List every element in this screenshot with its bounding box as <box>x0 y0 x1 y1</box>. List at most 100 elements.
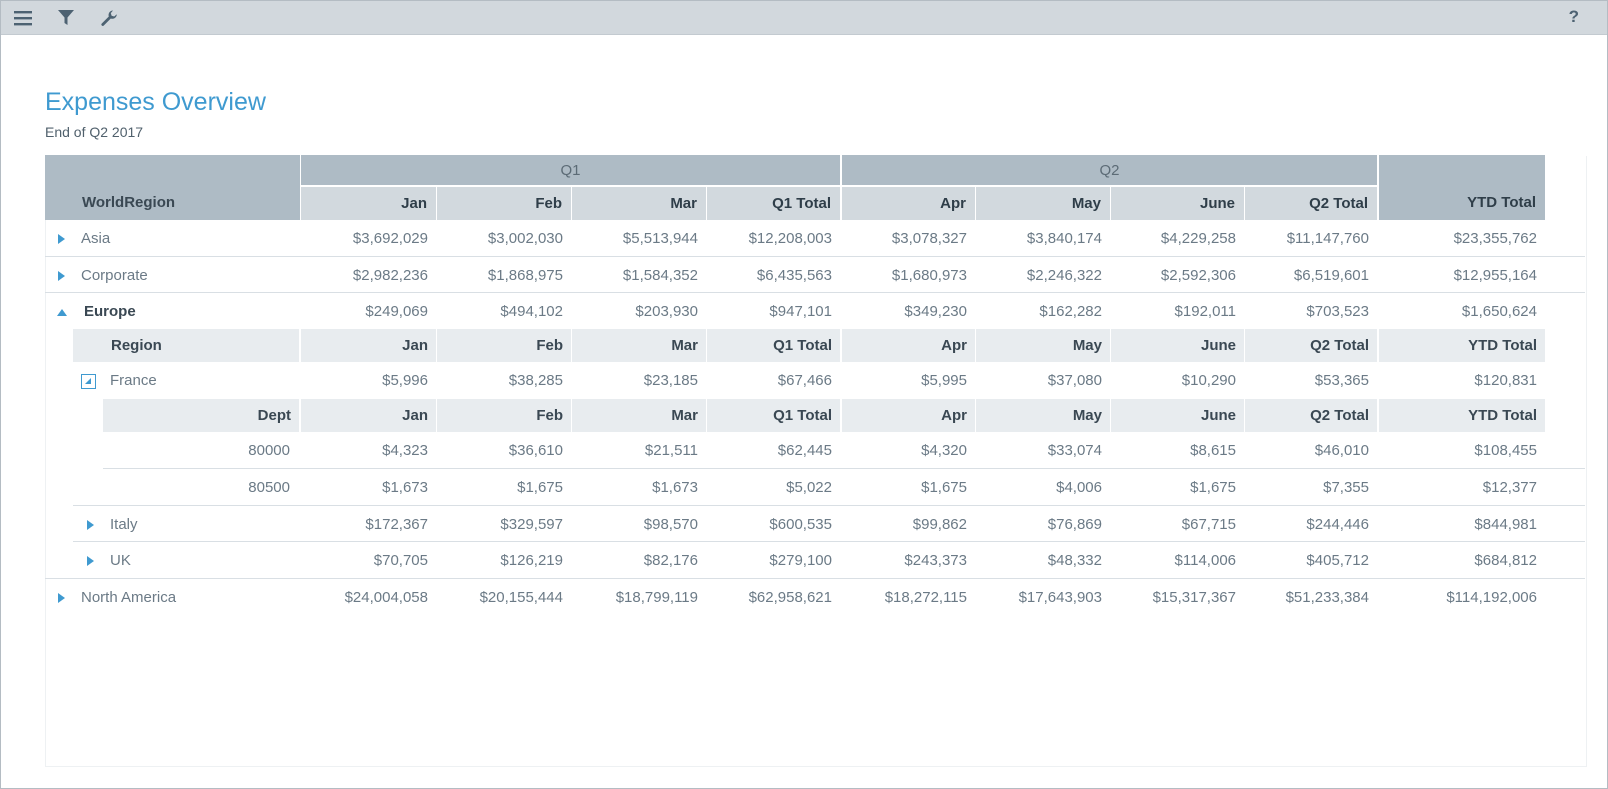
table-row-north-america[interactable]: North America $24,004,058 $20,155,444 $18,7… <box>45 578 1585 616</box>
value-cell: $6,519,601 <box>1293 267 1369 284</box>
help-button[interactable]: ? <box>1568 7 1579 26</box>
row-label-cell: Corporate <box>45 257 300 294</box>
value-cell: $38,285 <box>508 372 563 389</box>
report-title: Expenses Overview <box>45 88 266 116</box>
value-cell: $203,930 <box>635 303 698 320</box>
row-label: UK <box>110 552 131 569</box>
row-label-cell: Italy <box>81 506 300 543</box>
value-cell: $82,176 <box>643 552 698 569</box>
value-cell: $5,995 <box>921 372 967 389</box>
value-cell: $37,080 <box>1047 372 1102 389</box>
value-cell: $126,219 <box>500 552 563 569</box>
column-header: Mar <box>572 187 706 220</box>
subheader-cell: Q2 Total <box>1245 329 1377 362</box>
subheader-cell: Q1 Total <box>707 329 840 362</box>
value-cell: $11,147,760 <box>1286 230 1369 247</box>
value-cell: $98,570 <box>643 516 698 533</box>
value-cell: $108,455 <box>1474 442 1537 459</box>
value-cell: $703,523 <box>1306 303 1369 320</box>
column-header: Q1 Total <box>707 187 840 220</box>
value-cell: $844,981 <box>1474 516 1537 533</box>
value-cell: $51,233,384 <box>1285 589 1369 606</box>
value-cell: $18,799,119 <box>615 589 698 606</box>
row-label-cell: UK <box>81 542 300 579</box>
value-cell: $33,074 <box>1047 442 1102 459</box>
row-label: Italy <box>110 516 138 533</box>
hamburger-menu-icon[interactable] <box>13 9 33 27</box>
value-cell: $12,208,003 <box>748 230 832 247</box>
column-header: Jan <box>301 187 436 220</box>
table-row-uk[interactable]: UK $70,705 $126,219 $82,176 $279,100 $243,373… <box>73 541 1585 579</box>
subheader-cell: May <box>976 399 1110 432</box>
value-cell: $67,466 <box>777 372 832 389</box>
value-cell: $15,317,367 <box>1152 589 1236 606</box>
value-cell: $5,996 <box>382 372 428 389</box>
value-cell: $21,511 <box>644 442 698 459</box>
row-label-cell: North America <box>45 579 300 616</box>
france-subheader-row: Dept Jan Feb Mar Q1 Total Apr May June Q2 Total Y… <box>45 399 1585 432</box>
subheader-cell: Feb <box>437 329 571 362</box>
report-subtitle: End of Q2 2017 <box>45 124 144 140</box>
table-row-europe[interactable]: Europe $249,069 $494,102 $203,930 $947,101 $3… <box>45 292 1585 330</box>
expand-icon[interactable] <box>87 520 94 531</box>
value-cell: $1,680,973 <box>891 267 967 284</box>
subheader-cell: Q1 Total <box>707 399 840 432</box>
row-header-label: WorldRegion <box>82 194 176 211</box>
row-label: 80500 <box>248 479 290 496</box>
value-cell: $70,705 <box>373 552 428 569</box>
value-cell: $3,692,029 <box>352 230 428 247</box>
row-label: 80000 <box>248 442 290 459</box>
row-label: France <box>110 372 157 389</box>
value-cell: $249,069 <box>365 303 428 320</box>
column-header: Feb <box>437 187 571 220</box>
table-row-italy[interactable]: Italy $172,367 $329,597 $98,570 $600,535 $99,… <box>73 505 1585 543</box>
value-cell: $114,006 <box>1174 552 1236 569</box>
column-header: May <box>976 187 1110 220</box>
subheader-cell: Apr <box>842 399 975 432</box>
value-cell: $4,229,258 <box>1160 230 1236 247</box>
value-cell: $17,643,903 <box>1018 589 1102 606</box>
row-label-cell: Europe <box>45 293 300 330</box>
value-cell: $192,011 <box>1174 303 1236 320</box>
filter-icon[interactable] <box>56 9 76 27</box>
value-cell: $3,002,030 <box>487 230 563 247</box>
value-cell: $349,230 <box>904 303 967 320</box>
wrench-icon[interactable] <box>100 9 120 27</box>
value-cell: $23,185 <box>643 372 698 389</box>
value-cell: $243,373 <box>904 552 967 569</box>
expand-icon[interactable] <box>87 556 94 567</box>
expand-icon[interactable] <box>58 271 65 282</box>
group-header-q1: Q1 <box>301 155 840 185</box>
table-row-france[interactable]: France $5,996 $38,285 $23,185 $67,466 $5,995 $… <box>45 362 1585 399</box>
column-header: Apr <box>842 187 975 220</box>
table-row-dept-80500: 80500 $1,673 $1,675 $1,673 $5,022 $1,675 $4,00… <box>103 468 1585 506</box>
row-label: Corporate <box>81 267 148 284</box>
value-cell: $1,675 <box>1190 479 1236 496</box>
table-row-corporate[interactable]: Corporate $2,982,236 $1,868,975 $1,584,352 $… <box>45 256 1585 294</box>
value-cell: $12,377 <box>1482 479 1537 496</box>
value-cell: $99,862 <box>912 516 967 533</box>
value-cell: $48,332 <box>1047 552 1102 569</box>
value-cell: $494,102 <box>500 303 563 320</box>
subheader-cell: YTD Total <box>1379 329 1545 362</box>
collapse-icon[interactable] <box>57 308 67 316</box>
subheader-cell: Jan <box>301 329 436 362</box>
row-header-cell: WorldRegion <box>45 155 300 220</box>
value-cell: $23,355,762 <box>1453 230 1537 247</box>
row-label-cell: 80500 <box>103 469 300 506</box>
collapse-icon[interactable] <box>81 373 96 389</box>
table-row-asia[interactable]: Asia $3,692,029 $3,002,030 $5,513,944 $12,20… <box>45 220 1585 257</box>
value-cell: $279,100 <box>769 552 832 569</box>
value-cell: $10,290 <box>1181 372 1236 389</box>
value-cell: $2,982,236 <box>352 267 428 284</box>
subheader-cell: Apr <box>842 329 975 362</box>
value-cell: $172,367 <box>365 516 428 533</box>
value-cell: $684,812 <box>1474 552 1537 569</box>
value-cell: $12,955,164 <box>1453 267 1537 284</box>
value-cell: $162,282 <box>1039 303 1102 320</box>
expand-icon[interactable] <box>58 234 65 245</box>
subheader-cell: Mar <box>572 399 706 432</box>
value-cell: $5,513,944 <box>622 230 698 247</box>
expand-icon[interactable] <box>58 593 65 604</box>
value-cell: $5,022 <box>786 479 832 496</box>
